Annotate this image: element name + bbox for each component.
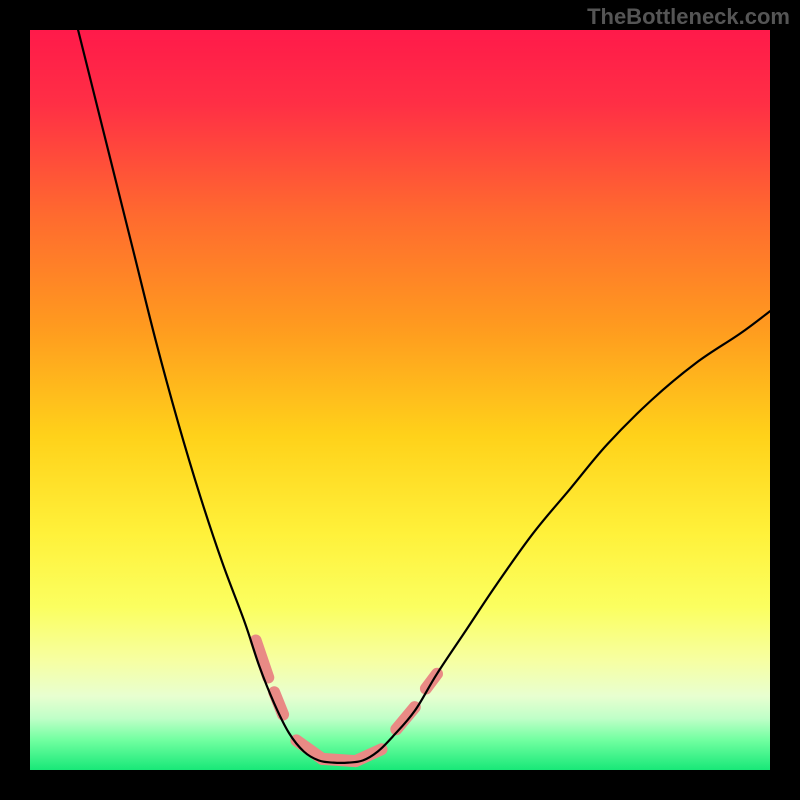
chart-container: TheBottleneck.com	[0, 0, 800, 800]
bottleneck-curve-chart	[0, 0, 800, 800]
attribution-label: TheBottleneck.com	[587, 4, 790, 30]
plot-gradient	[30, 30, 770, 770]
